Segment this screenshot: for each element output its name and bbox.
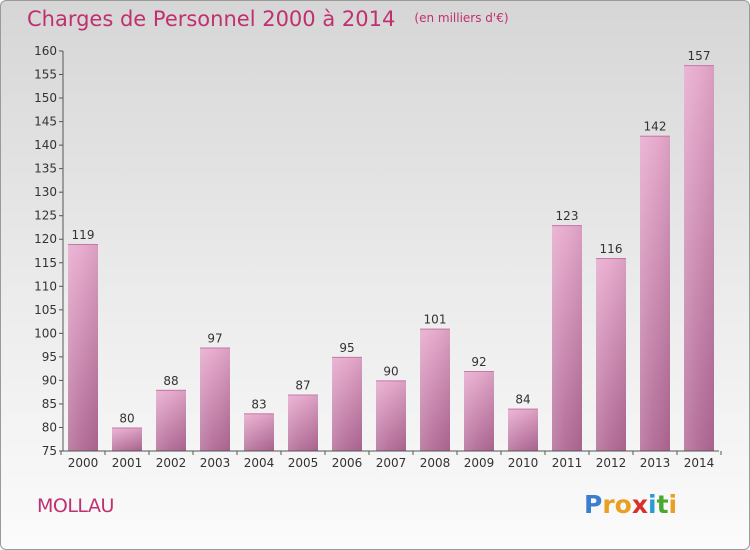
- y-tick-label: 90: [42, 373, 57, 387]
- logo-letter: r: [602, 490, 615, 519]
- bar-shading: [332, 356, 362, 451]
- x-tick-label: 2011: [552, 456, 583, 470]
- proxiti-logo[interactable]: Proxiti: [584, 490, 677, 519]
- chart-subtitle: (en milliers d'€): [414, 11, 509, 25]
- y-tick-label: 155: [34, 68, 57, 82]
- logo-letter: P: [584, 490, 603, 519]
- y-tick-label: 135: [34, 162, 57, 176]
- x-tick-label: 2007: [376, 456, 407, 470]
- bar-shading: [552, 225, 582, 451]
- commune-name: MOLLAU: [37, 495, 114, 517]
- x-tick-label: 2000: [68, 456, 99, 470]
- bars: 119 80 88 97 83 87 95 90 101 92 84 123 116 142 157: [68, 49, 714, 452]
- x-tick-label: 2012: [596, 456, 627, 470]
- value-label: 97: [207, 331, 222, 345]
- value-label: 95: [339, 341, 354, 355]
- x-tick-label: 2013: [640, 456, 671, 470]
- logo-letter: i: [648, 490, 657, 519]
- x-tick-label: 2001: [112, 456, 143, 470]
- value-label: 84: [515, 393, 530, 407]
- logo-letter: i: [668, 490, 678, 519]
- x-tick-label: 2004: [244, 456, 275, 470]
- x-tick-label: 2008: [420, 456, 451, 470]
- x-tick-label: 2006: [332, 456, 363, 470]
- chart-title: Charges de Personnel 2000 à 2014: [27, 7, 396, 31]
- x-tick-label: 2005: [288, 456, 319, 470]
- value-label: 92: [471, 355, 486, 369]
- y-tick-label: 145: [34, 115, 57, 129]
- x-tick-label: 2014: [684, 456, 715, 470]
- value-label: 123: [556, 209, 579, 223]
- value-label: 157: [688, 49, 711, 63]
- bar-shading: [508, 408, 538, 451]
- value-label: 119: [72, 228, 95, 242]
- y-axis: 75 80 85 90 95 100 105 110 115 120 125 130 135 140 145…: [34, 44, 64, 458]
- value-label: 116: [600, 242, 623, 256]
- y-tick-label: 120: [34, 232, 57, 246]
- x-tick-label: 2002: [156, 456, 187, 470]
- bar-shading: [420, 328, 450, 451]
- bar-shading: [596, 258, 626, 451]
- value-label: 83: [251, 397, 266, 411]
- y-tick-label: 130: [34, 185, 57, 199]
- y-tick-label: 85: [42, 397, 57, 411]
- bar-shading: [640, 135, 670, 452]
- bar-shading: [464, 371, 494, 451]
- y-tick-label: 80: [42, 420, 57, 434]
- bar-shading: [156, 389, 186, 451]
- y-tick-label: 110: [34, 279, 57, 293]
- bar-shading: [200, 347, 230, 451]
- bar-shading: [68, 243, 98, 451]
- y-tick-label: 105: [34, 303, 57, 317]
- value-label: 80: [119, 411, 134, 425]
- x-tick-label: 2010: [508, 456, 539, 470]
- y-tick-label: 160: [34, 44, 57, 58]
- bar-shading: [684, 65, 714, 451]
- bar-shading: [288, 394, 318, 451]
- bar-shading: [376, 380, 406, 451]
- bar-shading: [112, 427, 142, 451]
- title-row: Charges de Personnel 2000 à 2014 (en mil…: [27, 7, 509, 31]
- y-tick-label: 115: [34, 256, 57, 270]
- logo-letter: t: [656, 490, 669, 519]
- y-tick-label: 100: [34, 326, 57, 340]
- y-tick-label: 150: [34, 91, 57, 105]
- bar-shading: [244, 413, 274, 451]
- x-axis: 2000 2001 2002 2003 2004 2005 2006 2007 2008 2009…: [60, 450, 722, 470]
- value-label: 101: [424, 313, 447, 327]
- value-label: 142: [644, 120, 667, 134]
- x-tick-label: 2003: [200, 456, 231, 470]
- logo-letter: x: [631, 490, 648, 519]
- value-label: 87: [295, 379, 310, 393]
- y-tick-label: 75: [42, 444, 57, 458]
- logo-letter: o: [614, 490, 632, 519]
- y-tick-label: 125: [34, 209, 57, 223]
- x-tick-label: 2009: [464, 456, 495, 470]
- value-label: 90: [383, 364, 398, 378]
- value-label: 88: [163, 374, 178, 388]
- y-tick-label: 95: [42, 350, 57, 364]
- y-tick-label: 140: [34, 138, 57, 152]
